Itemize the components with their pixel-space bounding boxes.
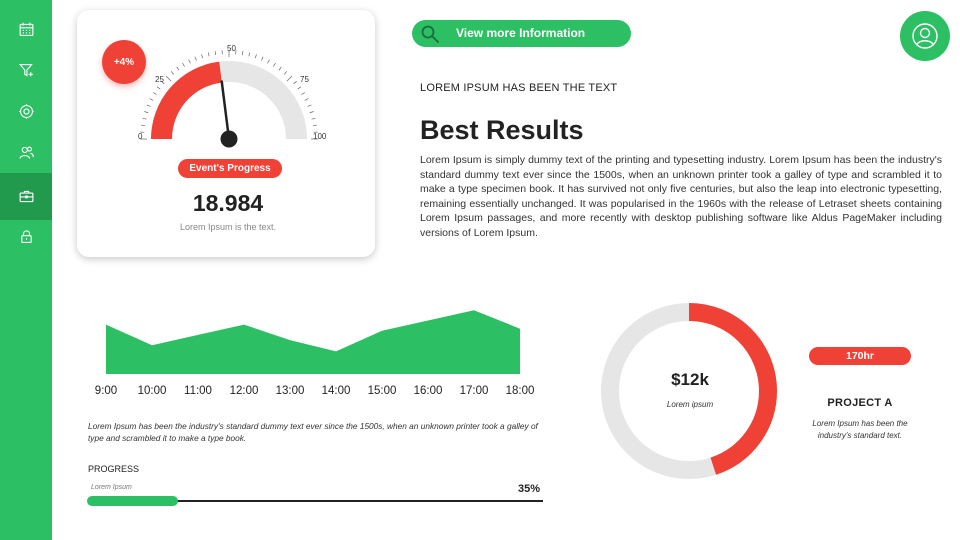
gauge-tick bbox=[301, 92, 306, 95]
area-series bbox=[106, 310, 520, 374]
gauge-card: +4% 0 25 50 75 100 Event's Progress 18.9… bbox=[77, 10, 375, 257]
lock-icon bbox=[20, 230, 32, 244]
x-tick-label: 17:00 bbox=[460, 385, 489, 397]
progress-fill bbox=[87, 496, 178, 506]
gauge-fill bbox=[151, 61, 223, 140]
donut-fill bbox=[601, 303, 777, 479]
gauge-caption: Lorem Ipsum is the text. bbox=[179, 222, 277, 232]
gauge-tick bbox=[142, 117, 147, 120]
gauge-tick bbox=[182, 62, 185, 67]
progress-percent: 35% bbox=[517, 483, 540, 495]
project-title: PROJECT A bbox=[827, 397, 893, 409]
gauge-tick bbox=[273, 62, 276, 67]
gauge-tick bbox=[214, 51, 217, 56]
sidebar-item-filter[interactable] bbox=[0, 50, 52, 91]
gauge-tick bbox=[312, 124, 317, 127]
gauge-needle bbox=[220, 80, 231, 141]
gauge-tick bbox=[144, 111, 149, 114]
gauge-tick bbox=[286, 75, 293, 82]
gauge-tick bbox=[146, 104, 151, 107]
user-icon bbox=[912, 23, 938, 49]
gauge-tick bbox=[188, 59, 191, 64]
progress-track bbox=[88, 500, 543, 502]
progress-caption: Lorem Ipsum bbox=[91, 484, 132, 491]
x-axis-labels: 9:00 10:00 11:00 12:00 13:00 14:00 15:00 16:00 1… bbox=[95, 385, 535, 397]
gauge-tick bbox=[207, 52, 210, 57]
gauge-tick-label: 0 bbox=[138, 132, 143, 141]
gauge-tick bbox=[201, 54, 204, 59]
gauge-tick bbox=[254, 54, 257, 59]
gauge-tick bbox=[267, 59, 270, 64]
gauge-tick bbox=[304, 98, 309, 101]
gauge-ticks bbox=[140, 50, 318, 140]
search-icon bbox=[421, 25, 439, 43]
sidebar-item-lock[interactable] bbox=[0, 216, 52, 257]
progress-title: PROGRESS bbox=[88, 464, 140, 474]
gauge-tick bbox=[241, 51, 244, 56]
event-progress-pill: Event's Progress bbox=[178, 159, 282, 178]
donut-chart bbox=[601, 303, 777, 479]
sidebar bbox=[0, 0, 52, 540]
gauge-tick-label: 75 bbox=[300, 75, 309, 84]
x-tick-label: 14:00 bbox=[322, 385, 351, 397]
gauge-tick bbox=[248, 52, 251, 57]
gauge-tick bbox=[141, 124, 146, 127]
gauge-tick bbox=[194, 56, 197, 61]
view-more-button[interactable]: View more Information bbox=[412, 20, 631, 47]
gauge-tick-label: 25 bbox=[155, 75, 164, 84]
x-tick-label: 16:00 bbox=[414, 385, 443, 397]
donut-value: $12k bbox=[671, 370, 709, 389]
gauge-tick bbox=[283, 71, 288, 75]
sidebar-item-briefcase[interactable] bbox=[0, 173, 52, 220]
gauge-tick bbox=[293, 80, 297, 85]
area-chart: 9:00 10:00 11:00 12:00 13:00 14:00 15:00 16:00 1… bbox=[95, 310, 535, 397]
description-paragraph: Lorem Ipsum is simply dummy text of the … bbox=[420, 154, 942, 239]
view-more-label: View more Information bbox=[456, 26, 586, 40]
x-tick-label: 12:00 bbox=[230, 385, 259, 397]
users-icon bbox=[19, 146, 34, 159]
x-tick-label: 10:00 bbox=[138, 385, 167, 397]
x-tick-label: 18:00 bbox=[506, 385, 535, 397]
x-tick-label: 15:00 bbox=[368, 385, 397, 397]
sidebar-item-settings[interactable] bbox=[0, 91, 52, 132]
gauge-value: 18.984 bbox=[192, 190, 264, 216]
gauge-hub bbox=[220, 130, 238, 148]
gauge-tick bbox=[176, 66, 180, 71]
gauge-tick bbox=[161, 80, 165, 85]
page-title: Best Results bbox=[420, 115, 584, 145]
gauge-tick-label: 100 bbox=[313, 132, 327, 141]
gauge-tick bbox=[165, 75, 172, 82]
donut-caption: Lorem ipsum bbox=[666, 400, 714, 409]
gauge-tick bbox=[152, 92, 157, 95]
project-text: Lorem Ipsum has been the industry's stan… bbox=[812, 419, 908, 440]
settings-icon bbox=[18, 104, 34, 119]
briefcase-icon bbox=[19, 190, 33, 203]
calendar-icon bbox=[19, 22, 33, 37]
x-tick-label: 9:00 bbox=[95, 385, 117, 397]
section-subtitle: LOREM IPSUM HAS BEEN THE TEXT bbox=[420, 82, 618, 94]
gauge-tick bbox=[261, 56, 264, 61]
hours-pill: 170hr bbox=[809, 347, 911, 365]
gauge-tick bbox=[309, 111, 314, 114]
x-tick-label: 13:00 bbox=[276, 385, 305, 397]
user-button[interactable] bbox=[900, 11, 950, 61]
gauge-tick bbox=[149, 98, 154, 101]
gauge-tick bbox=[297, 86, 302, 90]
sidebar-item-users[interactable] bbox=[0, 132, 52, 173]
x-tick-label: 11:00 bbox=[184, 385, 212, 397]
gauge-tick bbox=[311, 117, 316, 120]
gauge-tick bbox=[156, 86, 161, 90]
gauge bbox=[140, 50, 318, 148]
chart-note: Lorem Ipsum has been the industry's stan… bbox=[88, 421, 538, 443]
filter-icon bbox=[18, 63, 33, 77]
gauge-tick bbox=[307, 104, 312, 107]
gauge-tick bbox=[170, 71, 175, 75]
sidebar-item-calendar[interactable] bbox=[0, 9, 52, 50]
growth-badge: +4% bbox=[102, 40, 146, 84]
gauge-tick bbox=[278, 66, 282, 71]
gauge-tick-label: 50 bbox=[227, 44, 236, 53]
